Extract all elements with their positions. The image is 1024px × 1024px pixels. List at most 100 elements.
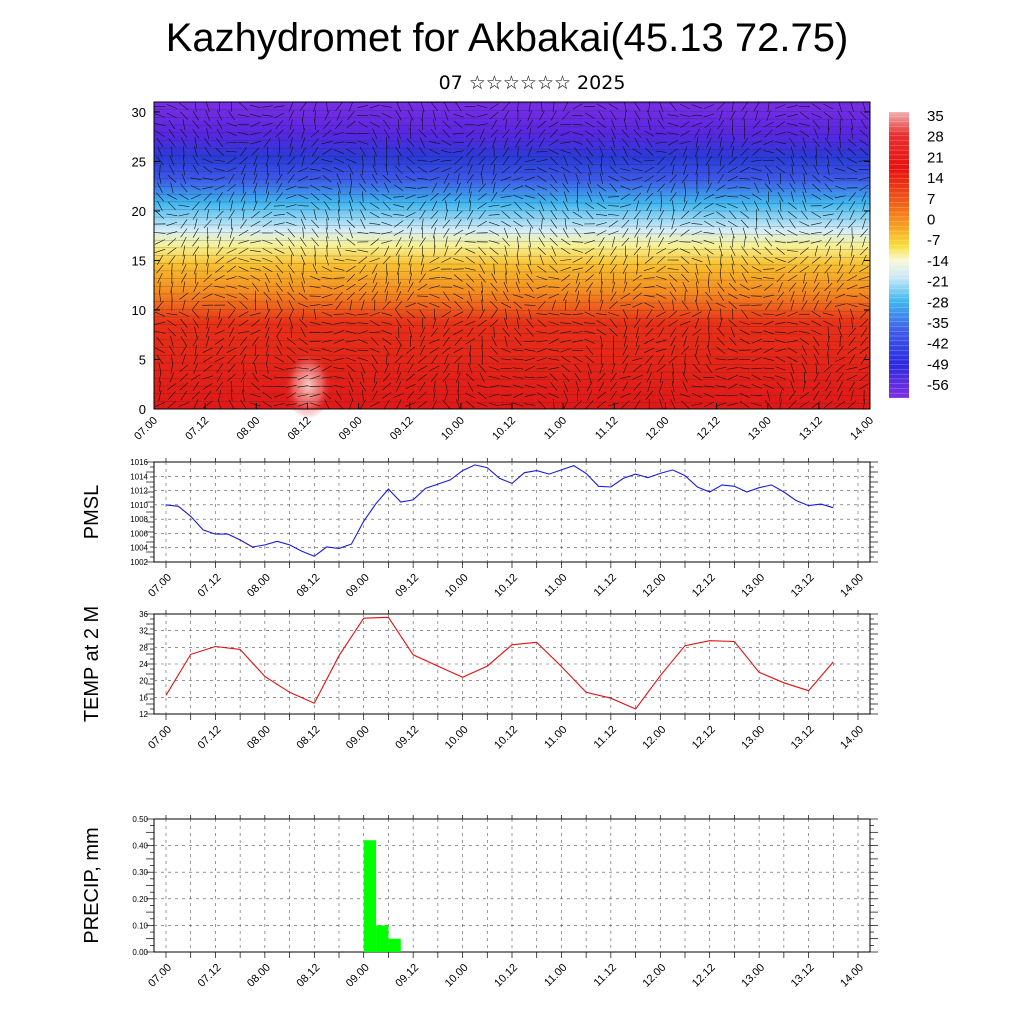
- wind-barb: [790, 372, 795, 383]
- wind-barb: [204, 391, 212, 400]
- wind-barb: [348, 102, 353, 112]
- wind-barb: [548, 276, 560, 280]
- wind-barb: [489, 356, 499, 363]
- wind-barb: [309, 304, 321, 307]
- wind-barb: [608, 230, 619, 236]
- wind-barb: [779, 399, 783, 409]
- wind-barb: [801, 281, 807, 293]
- wind-barb: [479, 264, 485, 275]
- wind-barb: [846, 303, 858, 308]
- wind-barb: [776, 382, 785, 391]
- wind-barb: [622, 146, 628, 157]
- wind-barb: [167, 382, 177, 390]
- wind-barb: [228, 236, 235, 247]
- wind-barb: [561, 373, 570, 382]
- wind-barb: [787, 330, 798, 334]
- wind-barb: [859, 383, 869, 390]
- wind-barb: [536, 392, 547, 399]
- wind-barb: [393, 214, 405, 216]
- wind-barb: [346, 238, 356, 246]
- wind-barb: [659, 102, 664, 112]
- wind-barb: [827, 353, 829, 365]
- wind-barb: [204, 138, 212, 148]
- wind-barb: [715, 385, 727, 388]
- wind-barb: [181, 236, 187, 248]
- wind-barb: [309, 358, 321, 360]
- wind-barb: [488, 384, 500, 388]
- wind-barb: [740, 211, 750, 219]
- wind-barb: [478, 328, 487, 337]
- wind-barb: [858, 177, 870, 181]
- wind-barb: [849, 254, 855, 266]
- wind-barb: [335, 291, 343, 301]
- wind-barb: [562, 183, 570, 193]
- wind-barb: [410, 335, 412, 347]
- wind-barb: [179, 111, 188, 120]
- wind-barb: [847, 147, 857, 156]
- wind-barb: [731, 102, 734, 113]
- wind-barb: [549, 265, 559, 273]
- wind-barb: [238, 275, 249, 281]
- wind-barb: [465, 392, 476, 399]
- wind-barb: [336, 245, 342, 257]
- wind-barb: [478, 255, 486, 265]
- wind-barb: [393, 230, 404, 236]
- wind-barb: [512, 349, 524, 352]
- wind-barb: [586, 191, 593, 202]
- wind-barb: [561, 364, 571, 373]
- wind-barb: [302, 119, 305, 131]
- wind-barb: [406, 156, 415, 165]
- isoline: [154, 147, 870, 151]
- series-line: [165, 464, 834, 557]
- wind-barb: [500, 394, 512, 397]
- wind-barb: [228, 327, 235, 338]
- wind-barb: [251, 319, 260, 328]
- colorbar-label: 35: [927, 108, 944, 125]
- x-tick-label: 10.12: [490, 415, 518, 443]
- wind-barb: [394, 220, 404, 228]
- wind-barb-field: [154, 102, 870, 409]
- wind-barb: [859, 319, 869, 328]
- wind-barb: [262, 220, 273, 228]
- wind-barb: [373, 371, 376, 383]
- isoline: [154, 332, 870, 335]
- wind-barb: [560, 149, 572, 154]
- wind-barb: [311, 237, 319, 247]
- wind-barb: [610, 246, 617, 256]
- wind-barb: [382, 255, 391, 265]
- wind-barb: [585, 355, 594, 364]
- wind-barb: [836, 228, 844, 238]
- wind-barb: [536, 340, 548, 343]
- wind-barb: [396, 345, 402, 356]
- wind-barb: [742, 227, 747, 239]
- wind-barb: [278, 164, 280, 176]
- wind-barb: [333, 131, 345, 136]
- wind-barb: [860, 327, 868, 338]
- wind-barb: [549, 373, 558, 382]
- wind-barb: [551, 299, 556, 311]
- wind-barb: [214, 294, 225, 299]
- wind-barb: [549, 129, 558, 138]
- wind-barb: [775, 141, 786, 145]
- wind-barb: [465, 256, 475, 264]
- wind-barb: [369, 401, 380, 408]
- wind-barb: [681, 174, 689, 184]
- wind-barb: [516, 317, 520, 329]
- colorbar-label: 0: [927, 212, 935, 229]
- x-tick-label: 12.12: [690, 724, 718, 752]
- wind-barb: [409, 272, 413, 284]
- wind-barb: [703, 239, 715, 244]
- wind-barb: [297, 187, 309, 189]
- wind-barb: [416, 295, 429, 297]
- wind-barb: [488, 221, 500, 226]
- isoline: [154, 309, 870, 312]
- wind-barb: [539, 110, 545, 121]
- wind-barb: [407, 354, 415, 364]
- wind-barb: [548, 313, 560, 316]
- wind-barb: [490, 192, 498, 202]
- wind-barb: [203, 120, 212, 129]
- wind-barb: [309, 349, 321, 352]
- wind-barb: [167, 319, 177, 327]
- wind-barb: [512, 358, 524, 361]
- wind-barb: [787, 311, 798, 317]
